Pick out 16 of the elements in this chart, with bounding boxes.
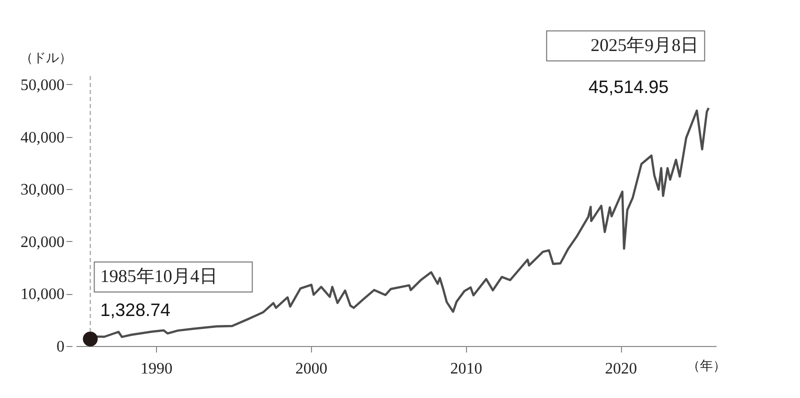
y-tick-label: 20,000 (20, 234, 64, 251)
x-tick-label: 1990 (140, 360, 173, 378)
x-tick-label: 2000 (295, 360, 328, 378)
x-tick-label: 2010 (450, 360, 482, 378)
annotation: 45,514.95 (588, 76, 669, 97)
x-tick-label: 2020 (605, 360, 638, 378)
y-tick-label: 10,000 (20, 286, 64, 304)
text: 2025年9月8日 (590, 34, 699, 55)
x-axis-title: （年） (687, 358, 726, 373)
y-tick-label: 0 (56, 338, 64, 356)
annotation: 1,328.74 (100, 300, 170, 320)
y-axis-title: （ドル） (20, 50, 72, 65)
annotation: 1985年10月4日 (100, 266, 218, 286)
y-tick-label: 30,000 (20, 182, 64, 199)
y-tick-label: 40,000 (20, 129, 64, 146)
y-tick-label: 50,000 (20, 76, 64, 94)
